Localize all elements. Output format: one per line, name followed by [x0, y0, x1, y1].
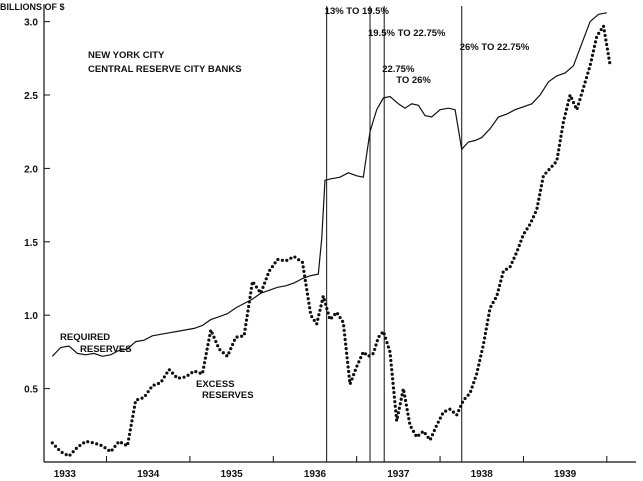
required-reserves-line [51, 12, 607, 357]
x-tick-label: 1937 [387, 469, 410, 480]
reserve-change-label: TO 26% [396, 75, 431, 86]
text-labels: 13% TO 19.5% 19.5% TO 22.75% 22.75%TO 26% 2… [60, 6, 530, 401]
x-tick-label: 1933 [54, 469, 77, 480]
y-tick-label: 2.5 [24, 91, 38, 102]
reserve-change-lines [326, 6, 463, 462]
y-tick-label: 1.0 [24, 311, 38, 322]
required-reserves-label: RESERVES [80, 344, 132, 355]
required-reserves-label: REQUIRED [60, 332, 110, 343]
reserve-change-label: 22.75% [382, 64, 415, 75]
excess-reserves-line [50, 21, 612, 459]
y-tick-label: 3.0 [24, 18, 38, 29]
series-lines [50, 12, 612, 459]
chart-subtitle: CENTRAL RESERVE CITY BANKS [88, 64, 242, 75]
axes: 0.5 1.0 1.5 2.0 2.5 3.0 1933 1934 1935 1936 1937 19… [24, 4, 636, 480]
x-tick-label: 1935 [220, 469, 243, 480]
x-tick-label: 1938 [471, 469, 494, 480]
x-tick-label: 1934 [137, 469, 160, 480]
reserve-change-label: 26% TO 22.75% [460, 42, 530, 53]
excess-reserves-label: RESERVES [202, 390, 254, 401]
reserve-change-label: 19.5% TO 22.75% [368, 28, 446, 39]
x-tick-label: 1939 [554, 469, 577, 480]
y-tick-label: 1.5 [24, 238, 38, 249]
x-tick-label: 1936 [304, 469, 327, 480]
reserve-change-label: 13% TO 19.5% [325, 6, 390, 17]
excess-reserves-label: EXCESS [196, 379, 235, 390]
chart-title: NEW YORK CITY [88, 50, 165, 61]
y-tick-label: 0.5 [24, 385, 38, 396]
y-tick-label: 2.0 [24, 164, 38, 175]
y-axis-title: BILLIONS OF $ [0, 2, 65, 12]
